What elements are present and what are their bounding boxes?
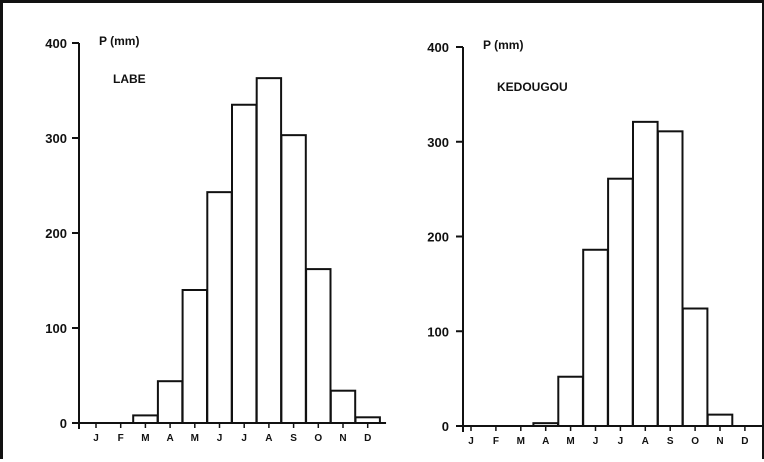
x-tick-label: J [618, 436, 624, 447]
x-tick-label: A [542, 436, 549, 447]
x-tick-label: O [691, 436, 699, 447]
x-tick-label: M [566, 436, 574, 447]
y-tick-label: 0 [442, 419, 449, 434]
y-tick-label: 400 [427, 40, 449, 55]
y-tick-label: 300 [427, 135, 449, 150]
x-tick-label: A [166, 433, 173, 444]
y-tick-label: 200 [427, 230, 449, 245]
station-name: LABE [113, 72, 146, 86]
bar-5 [557, 375, 584, 428]
bar-5 [181, 289, 209, 424]
x-tick-label: N [339, 433, 346, 444]
x-tick-label: S [290, 433, 297, 444]
y-axis-label: P (mm) [99, 34, 139, 48]
bar-9 [280, 134, 307, 424]
chart-2: 0 100 200 300 400 P (mm) KEDOUGOU J F M A M J J A S O N D [427, 38, 764, 447]
bar-8 [632, 120, 659, 427]
bar-12 [354, 416, 381, 424]
bar-7 [231, 103, 258, 424]
x-tick-label: F [118, 433, 124, 444]
x-tick-label: D [364, 433, 371, 444]
chart-1: 0 100 200 300 400 P (mm) LABE J F M A M J J A S O N D [45, 34, 387, 444]
y-tick-label: 200 [45, 226, 67, 241]
x-tick-label: J [593, 436, 599, 447]
bar-4 [156, 380, 184, 425]
x-tick-label: N [716, 436, 723, 447]
y-axis-label: P (mm) [483, 38, 523, 52]
x-tick-label: D [741, 436, 748, 447]
bar-11 [329, 389, 357, 425]
bar-6 [582, 248, 609, 427]
bar-8 [255, 77, 283, 425]
bar-9 [656, 130, 684, 427]
y-tick-label: 100 [45, 321, 67, 336]
y-tick-label: 0 [60, 416, 67, 431]
y-tick-label: 400 [45, 36, 67, 51]
x-tick-label: S [667, 436, 674, 447]
x-tick-label: O [314, 433, 322, 444]
x-tick-label: A [642, 436, 649, 447]
x-tick-label: A [265, 433, 272, 444]
bar-7 [607, 177, 634, 427]
bar-3 [132, 414, 159, 424]
x-tick-label: F [493, 436, 499, 447]
bar-10 [681, 307, 709, 428]
x-tick-label: J [468, 436, 474, 447]
station-name: KEDOUGOU [497, 80, 568, 94]
bar-6 [206, 191, 233, 424]
x-tick-label: J [93, 433, 99, 444]
x-tick-label: M [191, 433, 199, 444]
bar-4 [532, 422, 560, 428]
bar-11 [706, 413, 734, 428]
x-tick-label: M [141, 433, 149, 444]
y-tick-label: 300 [45, 131, 67, 146]
x-tick-label: J [217, 433, 223, 444]
bar-10 [305, 268, 332, 424]
x-tick-label: J [241, 433, 247, 444]
rainfall-charts-svg: 0 100 200 300 400 P (mm) LABE J F M A M J J A S O N D 0 100 2… [45, 34, 764, 447]
y-tick-label: 100 [427, 324, 449, 339]
x-tick-label: M [517, 436, 525, 447]
